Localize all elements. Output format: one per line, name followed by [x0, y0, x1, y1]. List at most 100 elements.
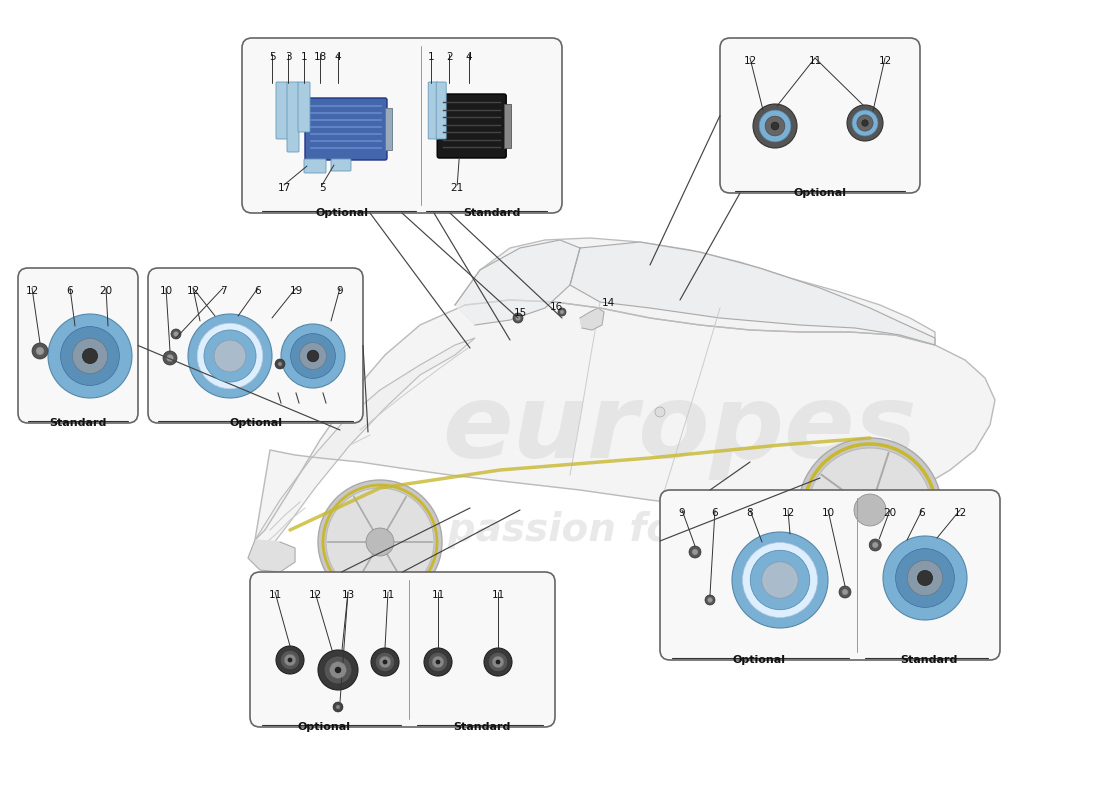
- Circle shape: [854, 494, 886, 526]
- Polygon shape: [455, 240, 580, 325]
- Circle shape: [280, 324, 345, 388]
- Circle shape: [862, 120, 868, 126]
- Text: 4: 4: [334, 52, 341, 62]
- Text: 5: 5: [319, 183, 326, 193]
- FancyBboxPatch shape: [276, 82, 288, 139]
- Circle shape: [428, 652, 448, 672]
- Circle shape: [484, 648, 512, 676]
- Text: 8: 8: [747, 508, 754, 518]
- Circle shape: [895, 549, 955, 607]
- Circle shape: [60, 326, 120, 386]
- Text: 6: 6: [67, 286, 74, 296]
- Text: Standard: Standard: [900, 655, 957, 665]
- Circle shape: [560, 310, 564, 314]
- Circle shape: [771, 122, 779, 130]
- Circle shape: [280, 650, 300, 670]
- Text: 18: 18: [314, 52, 327, 62]
- Polygon shape: [248, 540, 295, 572]
- Text: 11: 11: [382, 590, 395, 600]
- Circle shape: [318, 480, 442, 604]
- Circle shape: [188, 314, 272, 398]
- Text: 1985: 1985: [708, 541, 932, 619]
- Text: Optional: Optional: [298, 722, 351, 732]
- Circle shape: [174, 331, 178, 337]
- Circle shape: [276, 646, 304, 674]
- Circle shape: [284, 654, 296, 666]
- Polygon shape: [255, 338, 475, 548]
- Text: 12: 12: [186, 286, 199, 296]
- Circle shape: [654, 407, 666, 417]
- Circle shape: [379, 656, 390, 668]
- FancyBboxPatch shape: [331, 159, 351, 171]
- Text: 12: 12: [308, 590, 321, 600]
- Circle shape: [82, 349, 98, 363]
- Text: 7: 7: [220, 286, 227, 296]
- Circle shape: [742, 542, 817, 618]
- Circle shape: [432, 656, 444, 668]
- Circle shape: [516, 315, 520, 321]
- Circle shape: [842, 589, 848, 595]
- Text: 10: 10: [160, 286, 173, 296]
- Circle shape: [869, 539, 881, 551]
- Text: 17: 17: [277, 183, 290, 193]
- Circle shape: [366, 528, 394, 556]
- Circle shape: [798, 438, 942, 582]
- Circle shape: [492, 656, 504, 668]
- Polygon shape: [580, 308, 604, 330]
- Circle shape: [872, 542, 878, 548]
- Text: Standard: Standard: [50, 418, 107, 428]
- Circle shape: [762, 562, 799, 598]
- FancyBboxPatch shape: [298, 82, 310, 132]
- FancyBboxPatch shape: [437, 82, 447, 139]
- Text: a passion for: a passion for: [408, 511, 692, 549]
- Text: 11: 11: [268, 590, 282, 600]
- Circle shape: [771, 122, 779, 130]
- Text: 11: 11: [431, 590, 444, 600]
- Circle shape: [307, 350, 319, 362]
- Circle shape: [859, 117, 871, 129]
- FancyBboxPatch shape: [720, 38, 920, 193]
- Text: 14: 14: [602, 298, 615, 308]
- Circle shape: [214, 340, 246, 372]
- Circle shape: [333, 702, 343, 712]
- Circle shape: [36, 347, 44, 355]
- Text: 4: 4: [466, 52, 473, 62]
- Text: 1: 1: [428, 52, 435, 62]
- Circle shape: [766, 116, 785, 136]
- FancyBboxPatch shape: [305, 98, 387, 160]
- Circle shape: [754, 104, 798, 148]
- Text: 20: 20: [883, 508, 896, 518]
- Circle shape: [436, 660, 440, 664]
- FancyBboxPatch shape: [660, 490, 1000, 660]
- Text: 5: 5: [268, 52, 275, 62]
- Circle shape: [496, 660, 500, 664]
- Text: 12: 12: [744, 56, 757, 66]
- Circle shape: [513, 313, 522, 323]
- Text: 6: 6: [255, 286, 262, 296]
- FancyBboxPatch shape: [18, 268, 138, 423]
- Text: Optional: Optional: [733, 655, 785, 665]
- Circle shape: [278, 362, 282, 366]
- Circle shape: [767, 118, 783, 134]
- Circle shape: [383, 660, 387, 664]
- Circle shape: [275, 359, 285, 369]
- Text: 15: 15: [514, 308, 527, 318]
- Circle shape: [692, 549, 698, 555]
- Circle shape: [750, 550, 810, 610]
- Circle shape: [371, 648, 399, 676]
- Circle shape: [166, 354, 174, 362]
- Text: 9: 9: [679, 508, 685, 518]
- Text: 12: 12: [781, 508, 794, 518]
- Text: 12: 12: [879, 56, 892, 66]
- Circle shape: [336, 705, 340, 709]
- Circle shape: [488, 652, 508, 672]
- Circle shape: [883, 536, 967, 620]
- Circle shape: [324, 656, 352, 684]
- Bar: [504, 104, 512, 148]
- Text: Optional: Optional: [793, 188, 847, 198]
- Circle shape: [48, 314, 132, 398]
- Circle shape: [705, 595, 715, 605]
- Circle shape: [689, 546, 701, 558]
- Text: 11: 11: [808, 56, 822, 66]
- Text: 6: 6: [918, 508, 925, 518]
